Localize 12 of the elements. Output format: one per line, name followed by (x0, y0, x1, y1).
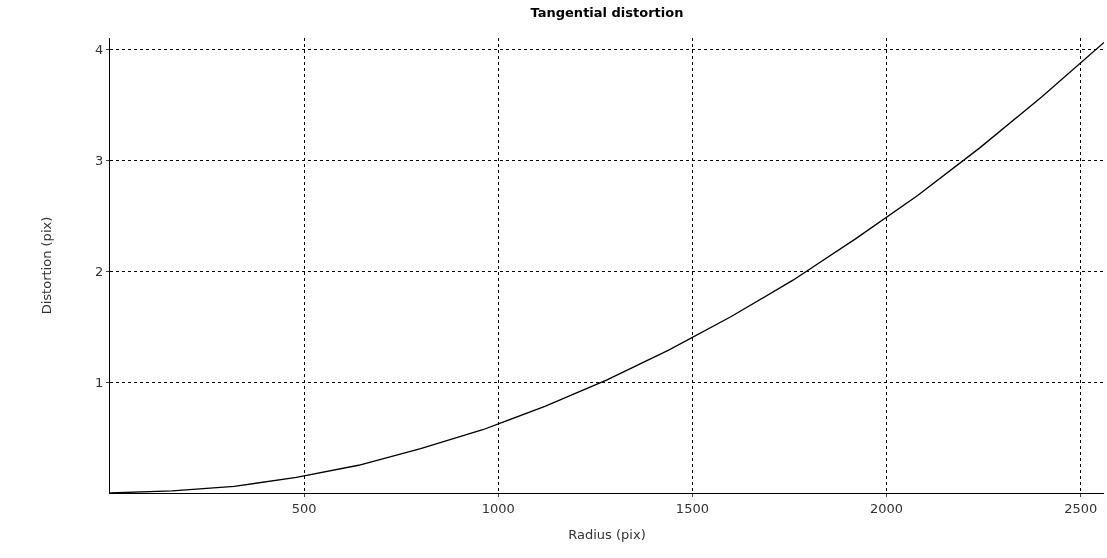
y-tick-label: 2 (95, 263, 104, 279)
y-tick-label: 4 (95, 41, 104, 57)
y-tick-label: 3 (95, 152, 104, 168)
x-tick-label: 2000 (870, 500, 904, 516)
x-tick-label: 500 (291, 500, 317, 516)
x-tick-label: 1500 (675, 500, 709, 516)
y-axis-title: Distortion (pix) (39, 216, 55, 315)
y-tick-label: 1 (95, 374, 104, 390)
x-tick-label: 1000 (481, 500, 515, 516)
x-axis-title: Radius (pix) (568, 527, 646, 543)
chart-title: Tangential distortion (530, 5, 684, 21)
x-tick-label: 2500 (1064, 500, 1098, 516)
